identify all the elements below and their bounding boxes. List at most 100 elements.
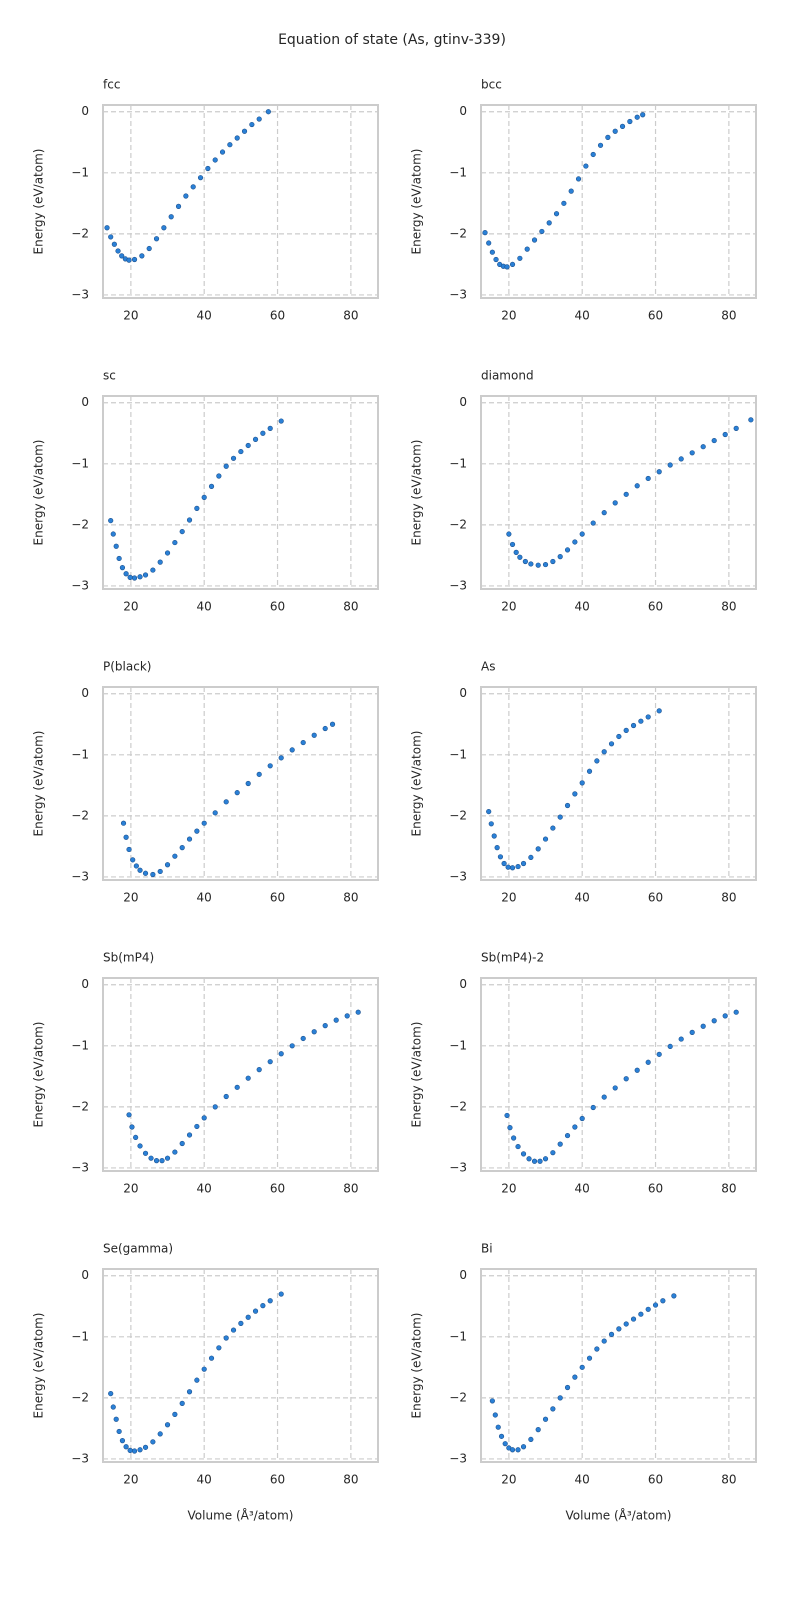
data-point: [142, 1150, 149, 1156]
data-point: [129, 1124, 135, 1130]
data-point: [504, 1112, 510, 1119]
data-point: [557, 1395, 563, 1401]
data-point: [531, 237, 538, 243]
y-tick-label: −2: [449, 1099, 467, 1113]
data-point: [123, 834, 129, 840]
panel-title: fcc: [103, 78, 120, 92]
y-tick-label: −3: [449, 578, 467, 592]
data-point: [594, 1346, 600, 1352]
x-tick-label: 60: [648, 309, 663, 323]
data-point: [528, 854, 534, 861]
data-point: [623, 727, 629, 733]
x-tick-label: 60: [270, 1182, 285, 1196]
axes-frame: [480, 1268, 757, 1463]
data-point: [590, 520, 596, 526]
y-axis-label: Energy (eV/atom): [32, 731, 46, 837]
data-point: [645, 714, 651, 720]
y-tick-label: −2: [449, 808, 467, 822]
data-point: [133, 1134, 139, 1141]
data-point: [507, 1125, 513, 1131]
data-point: [557, 1141, 563, 1147]
data-point: [108, 517, 114, 524]
x-tick-label: 40: [197, 1182, 212, 1196]
x-tick-label: 20: [501, 309, 516, 323]
data-point: [289, 1043, 295, 1049]
data-point: [586, 1355, 593, 1361]
data-point: [139, 253, 145, 259]
data-point: [157, 1431, 163, 1437]
data-point: [689, 1029, 695, 1035]
x-tick-label: 60: [270, 600, 285, 614]
data-point: [504, 264, 510, 270]
axes-frame: [102, 686, 379, 881]
data-point: [164, 1155, 171, 1161]
data-point: [522, 558, 528, 565]
data-point: [278, 1051, 284, 1057]
data-point: [572, 539, 578, 545]
data-point: [249, 121, 255, 128]
x-tick-label: 80: [721, 600, 736, 614]
data-point: [278, 418, 284, 424]
data-point: [575, 176, 582, 182]
panel-title: bcc: [481, 78, 502, 92]
data-point: [256, 771, 262, 777]
y-tick-label: −3: [449, 1451, 467, 1465]
data-point: [509, 541, 516, 548]
axes-frame: [102, 1268, 379, 1463]
data-point: [223, 463, 229, 469]
data-point: [660, 1298, 666, 1304]
data-point: [564, 1384, 571, 1391]
y-tick-label: 0: [459, 104, 467, 118]
y-tick-label: 0: [81, 977, 89, 991]
data-point: [542, 1156, 549, 1162]
y-tick-label: −1: [449, 165, 467, 179]
data-point: [601, 749, 607, 755]
data-point: [550, 1406, 556, 1412]
data-point: [157, 559, 163, 565]
x-tick-label: 60: [270, 891, 285, 905]
data-point: [137, 1447, 143, 1453]
x-tick-label: 20: [123, 600, 138, 614]
data-point: [553, 211, 560, 217]
x-tick-label: 40: [197, 309, 212, 323]
data-point: [234, 790, 240, 796]
data-point: [511, 1135, 517, 1141]
data-point: [537, 1158, 543, 1164]
x-tick-label: 20: [501, 600, 516, 614]
x-tick-label: 80: [721, 1182, 736, 1196]
x-tick-label: 40: [575, 1473, 590, 1487]
data-point: [113, 1416, 119, 1422]
data-point: [667, 1043, 673, 1050]
x-axis-label: Volume (Å³/atom): [566, 1508, 672, 1523]
data-point: [208, 1355, 215, 1361]
data-point: [509, 1447, 516, 1453]
data-point: [482, 230, 488, 236]
data-point: [130, 857, 136, 863]
data-point: [520, 1444, 527, 1450]
data-point: [492, 1412, 498, 1418]
data-point: [119, 565, 126, 571]
data-point: [201, 1115, 207, 1121]
x-tick-label: 60: [270, 1473, 285, 1487]
y-tick-label: 0: [459, 395, 467, 409]
data-point: [201, 820, 207, 826]
data-point: [333, 1017, 339, 1023]
data-point: [146, 245, 152, 252]
panel-title: P(black): [103, 660, 151, 674]
data-point: [164, 1422, 171, 1428]
data-point: [175, 203, 182, 209]
data-point: [524, 246, 530, 252]
panel-title: Se(gamma): [103, 1242, 173, 1256]
axes-frame: [480, 977, 757, 1172]
data-point: [526, 1156, 532, 1162]
y-tick-label: −2: [71, 1390, 89, 1404]
data-point: [172, 1149, 178, 1155]
data-point: [733, 425, 739, 431]
x-tick-label: 40: [197, 1473, 212, 1487]
data-point: [579, 531, 585, 537]
data-point: [252, 1308, 259, 1314]
data-point: [612, 500, 618, 506]
x-tick-label: 20: [123, 309, 138, 323]
data-point: [546, 220, 552, 226]
data-point: [329, 721, 336, 727]
